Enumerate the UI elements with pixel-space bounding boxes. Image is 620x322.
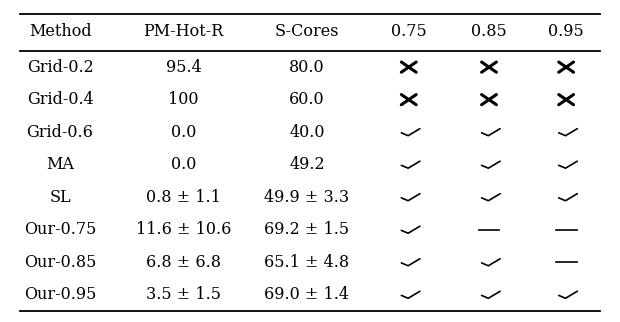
Text: Our-0.95: Our-0.95 [24,286,96,303]
Text: 60.0: 60.0 [289,91,325,108]
Text: 65.1 ± 4.8: 65.1 ± 4.8 [264,254,350,271]
Text: 69.2 ± 1.5: 69.2 ± 1.5 [264,221,350,238]
Text: S-Cores: S-Cores [275,23,339,40]
Text: Method: Method [29,23,91,40]
Text: 3.5 ± 1.5: 3.5 ± 1.5 [146,286,221,303]
Text: MA: MA [46,156,74,173]
Text: 0.0: 0.0 [170,124,196,141]
Text: 49.9 ± 3.3: 49.9 ± 3.3 [264,189,350,206]
Text: 0.0: 0.0 [170,156,196,173]
Text: 69.0 ± 1.4: 69.0 ± 1.4 [264,286,350,303]
Text: SL: SL [49,189,71,206]
Text: 0.8 ± 1.1: 0.8 ± 1.1 [146,189,221,206]
Text: 0.75: 0.75 [391,23,427,40]
Text: 95.4: 95.4 [166,59,202,76]
Text: 40.0: 40.0 [289,124,325,141]
Text: 49.2: 49.2 [289,156,325,173]
Text: 0.85: 0.85 [471,23,507,40]
Text: 6.8 ± 6.8: 6.8 ± 6.8 [146,254,221,271]
Text: 100: 100 [168,91,199,108]
Text: 80.0: 80.0 [289,59,325,76]
Text: Grid-0.2: Grid-0.2 [27,59,94,76]
Text: Our-0.75: Our-0.75 [24,221,96,238]
Text: Our-0.85: Our-0.85 [24,254,96,271]
Text: Grid-0.4: Grid-0.4 [27,91,94,108]
Text: Grid-0.6: Grid-0.6 [27,124,94,141]
Text: 0.95: 0.95 [548,23,584,40]
Text: 11.6 ± 10.6: 11.6 ± 10.6 [136,221,231,238]
Text: PM-Hot-R: PM-Hot-R [143,23,224,40]
